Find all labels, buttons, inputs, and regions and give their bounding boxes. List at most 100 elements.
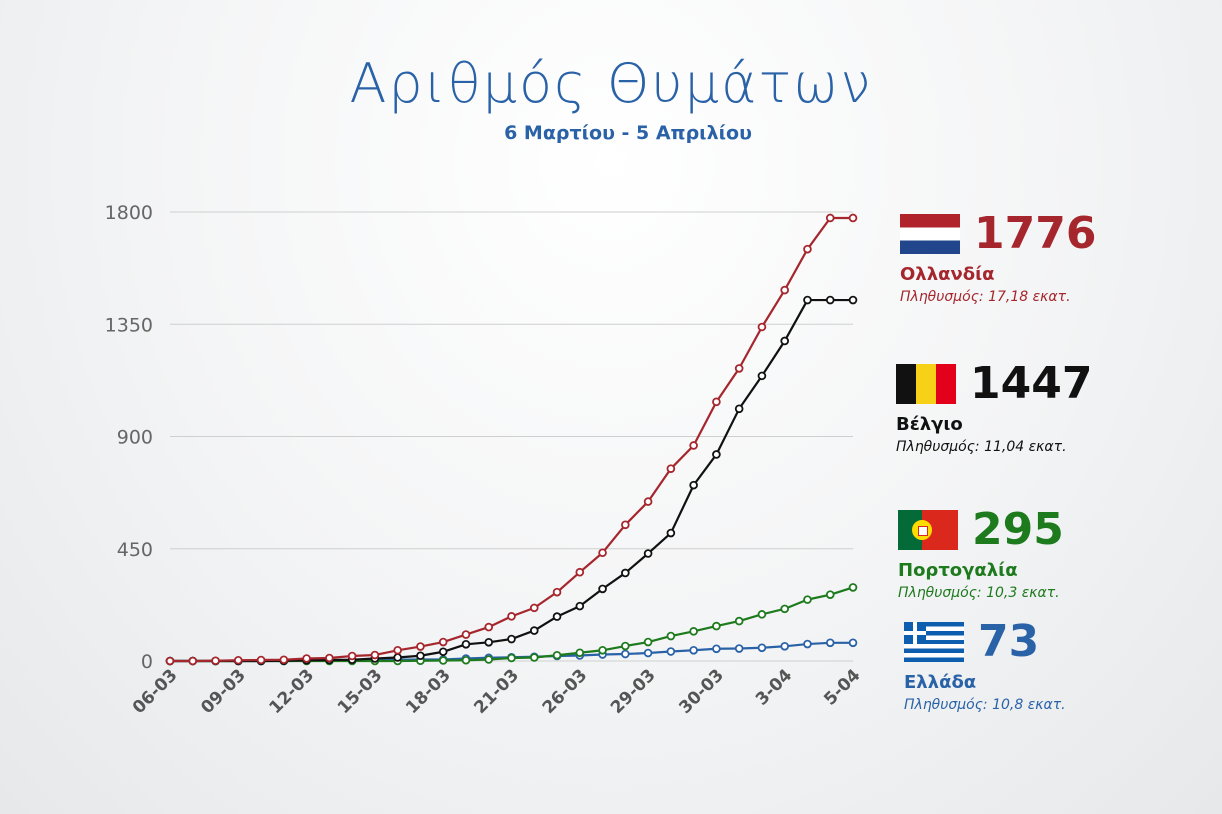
legend-portugal: 295 Πορτογαλία Πληθυσμός: 10,3 εκατ. <box>898 508 1064 601</box>
data-point <box>803 595 812 604</box>
data-point <box>757 322 767 332</box>
x-tick-label: 26-03 <box>539 665 592 718</box>
greece-label: Ελλάδα <box>904 672 977 693</box>
data-point <box>256 655 266 665</box>
belgium-population: Πληθυσμός: 11,04 εκατ. <box>896 439 1067 455</box>
portugal-flag-icon <box>898 510 958 550</box>
legend-belgium: 1447 Βέλγιο Πληθυσμός: 11,04 εκατ. <box>896 362 1092 455</box>
data-point <box>803 295 812 305</box>
y-tick-label: 1800 <box>105 202 153 224</box>
data-point <box>621 520 630 530</box>
belgium-flag-icon <box>896 364 956 404</box>
y-tick-label: 1350 <box>105 314 153 336</box>
data-point <box>780 641 789 651</box>
data-point <box>689 627 698 636</box>
series-line <box>170 298 853 663</box>
data-point <box>552 612 562 621</box>
data-point <box>234 655 243 665</box>
portugal-label: Πορτογαλία <box>898 560 1018 581</box>
data-point <box>848 638 858 648</box>
data-point <box>598 548 607 558</box>
x-tick-label: 5-04 <box>820 665 864 709</box>
x-tick-label: 29-03 <box>607 665 660 718</box>
netherlands-flag-icon <box>900 214 960 254</box>
data-point <box>666 647 676 656</box>
data-point <box>302 654 311 663</box>
data-point <box>666 464 676 473</box>
chart-subtitle: 6 Μαρτίου - 5 Απριλίου <box>504 122 752 144</box>
data-point <box>461 655 471 665</box>
belgium-deaths-value: 1447 <box>970 358 1093 409</box>
data-point <box>643 637 653 647</box>
y-tick-label: 450 <box>117 539 153 561</box>
data-point <box>529 653 539 662</box>
data-point <box>666 631 676 641</box>
data-point <box>393 653 402 662</box>
data-point <box>825 213 835 223</box>
data-point <box>393 645 402 655</box>
data-point <box>461 630 471 639</box>
greece-population: Πληθυσμός: 10,8 εκατ. <box>904 697 1066 713</box>
series-Βέλγιο <box>165 295 858 666</box>
x-tick-label: 21-03 <box>470 665 523 718</box>
data-point <box>461 639 471 649</box>
data-point <box>643 549 653 558</box>
data-point <box>666 528 676 538</box>
data-point <box>552 650 562 660</box>
data-point <box>803 639 812 649</box>
x-tick-label: 09-03 <box>197 665 250 718</box>
data-point <box>325 653 334 663</box>
y-tick-label: 900 <box>117 427 153 449</box>
y-axis-labels: 0 450 900 1350 1800 <box>105 202 153 673</box>
data-point <box>188 656 198 666</box>
data-point <box>507 653 516 663</box>
data-point <box>825 590 835 599</box>
data-point <box>848 295 858 305</box>
y-tick-label: 0 <box>141 651 153 673</box>
data-point <box>757 610 767 619</box>
data-point <box>484 655 494 664</box>
data-point <box>780 285 789 295</box>
greece-deaths-value: 73 <box>978 616 1040 667</box>
data-point <box>438 637 448 647</box>
chart-title: Αριθμός Θυμάτων <box>349 52 873 115</box>
data-point <box>734 404 744 414</box>
portugal-deaths-value: 295 <box>972 504 1064 555</box>
data-point <box>643 497 653 506</box>
data-point <box>416 642 425 651</box>
data-point <box>621 568 630 578</box>
netherlands-deaths-value: 1776 <box>974 208 1097 259</box>
series-line <box>170 586 854 663</box>
x-axis-labels: 06-03 09-03 12-03 15-03 18-03 21-03 26-03 29-03… <box>129 665 865 718</box>
data-point <box>780 336 789 346</box>
data-point <box>734 616 744 626</box>
data-point <box>370 650 380 660</box>
x-tick-label: 30-03 <box>675 665 728 718</box>
data-point <box>757 371 767 381</box>
data-point <box>598 645 607 655</box>
netherlands-label: Ολλανδία <box>900 264 995 285</box>
data-point <box>689 480 698 490</box>
data-point <box>416 651 425 661</box>
belgium-label: Βέλγιο <box>896 414 963 435</box>
data-point <box>712 397 721 407</box>
x-tick-label: 3-04 <box>752 665 796 709</box>
data-point <box>529 626 539 635</box>
data-point <box>643 648 653 658</box>
data-point <box>165 656 175 666</box>
data-point <box>575 601 585 611</box>
data-point <box>484 637 494 647</box>
x-tick-label: 12-03 <box>266 665 319 718</box>
data-point <box>507 612 516 621</box>
series-Πορτογαλία <box>165 583 858 666</box>
data-point <box>734 644 744 653</box>
data-point <box>211 656 220 666</box>
data-point <box>712 621 721 631</box>
series-lines <box>165 213 858 666</box>
greece-flag-icon <box>904 622 964 662</box>
x-tick-label: 06-03 <box>129 665 182 718</box>
series-Ολλανδία <box>165 213 858 666</box>
data-point <box>507 634 516 644</box>
data-point <box>848 213 858 223</box>
